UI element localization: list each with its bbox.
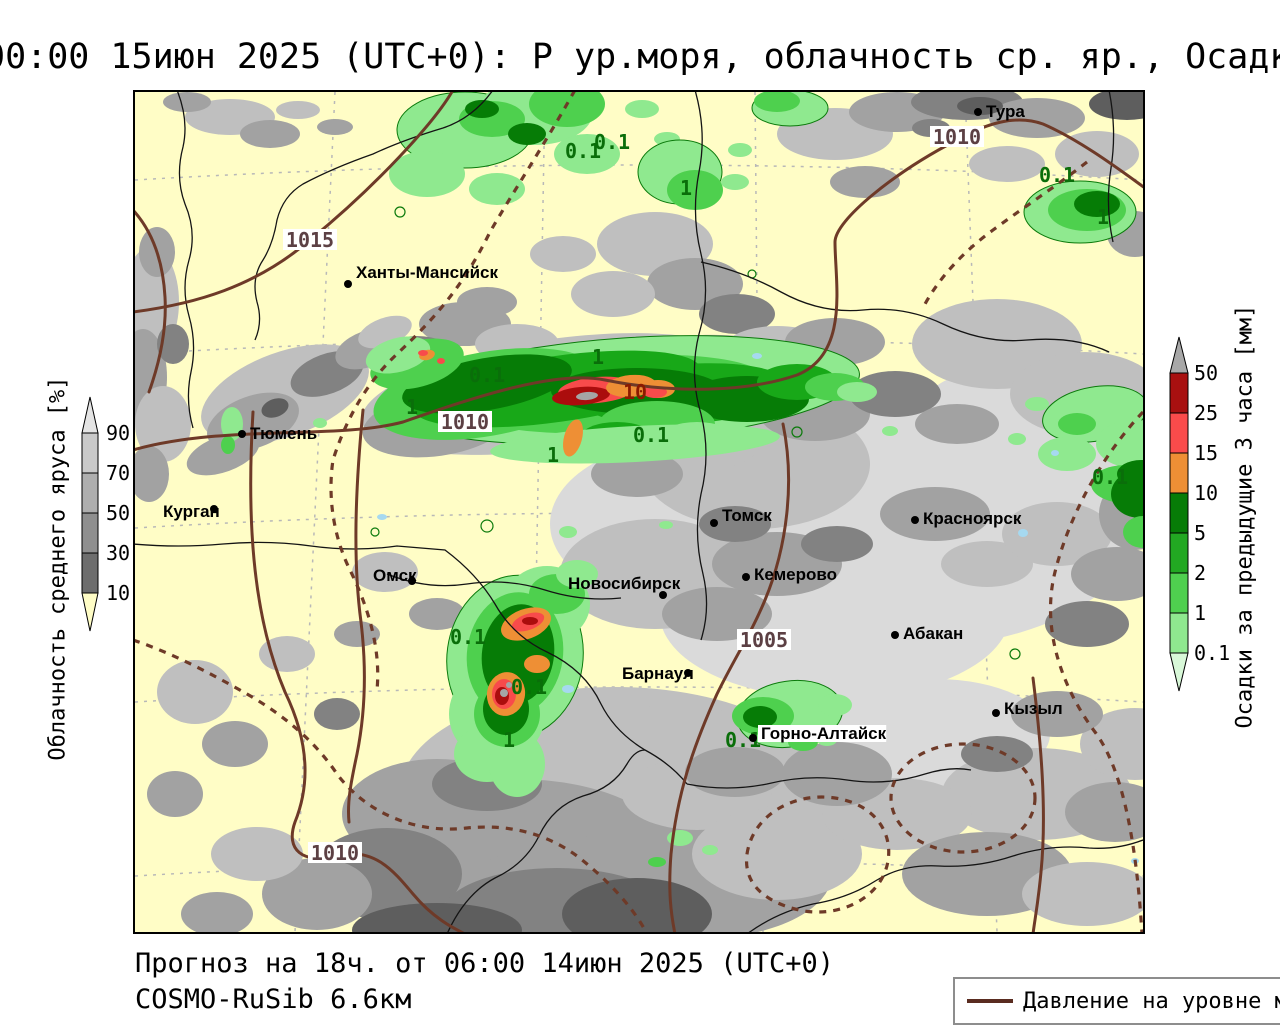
precip-contour-label: 1 xyxy=(680,176,692,200)
cloudbar-tick: 30 xyxy=(106,541,130,565)
cloudbar-segment xyxy=(81,512,99,554)
isobar-label: 1015 xyxy=(286,228,334,252)
precipbar-segment xyxy=(1169,412,1189,454)
city-label: Красноярск xyxy=(923,509,1022,528)
isobar-label: 1010 xyxy=(933,125,981,149)
city-dot xyxy=(911,516,919,524)
isobar-label-box xyxy=(308,842,362,863)
city-dot xyxy=(684,669,692,677)
precipitation-layer xyxy=(221,92,1143,867)
city-label: Томск xyxy=(722,506,772,525)
city-dot xyxy=(238,430,246,438)
isobar-label: 1010 xyxy=(311,841,359,865)
precipbar-tick: 1 xyxy=(1194,601,1206,625)
cloudbar-tick: 90 xyxy=(106,421,130,445)
precipbar-segment xyxy=(1169,372,1189,414)
precip-contour-label: 1 xyxy=(547,443,559,467)
cloudbar-segment xyxy=(81,472,99,514)
city-label: Новосибирск xyxy=(568,574,681,593)
precipbar-tick: 15 xyxy=(1194,441,1218,465)
city-dot xyxy=(710,519,718,527)
precipbar-tick: 2 xyxy=(1194,561,1206,585)
isobar-label-box xyxy=(283,229,337,250)
city-label: Тура xyxy=(986,102,1025,121)
precipbar-segment xyxy=(1169,612,1189,654)
isobar-label: 1010 xyxy=(441,410,489,434)
precipbar-segment xyxy=(1169,492,1189,534)
precip-contour-label: 1 xyxy=(1097,205,1109,229)
precipbar-bottom-arrow xyxy=(1169,652,1189,692)
city-label: Кызыл xyxy=(1004,699,1063,718)
forecast-info-line: Прогноз на 18ч. от 06:00 14июн 2025 (UTC… xyxy=(135,948,834,979)
precip-colorbar: 50 25 15 10 5 2 1 0.1 xyxy=(1169,336,1230,692)
cloudbar-segment xyxy=(81,552,99,594)
cloud-colorbar-title: Облачность среднего яруса [%] xyxy=(45,376,71,761)
city-dot xyxy=(992,709,1000,717)
city-dot xyxy=(974,108,982,116)
precip-contour-label: 0.1 xyxy=(565,139,601,163)
cloudbar-tick: 50 xyxy=(106,501,130,525)
precip-contour-label: 10 xyxy=(623,380,647,404)
city-dot xyxy=(408,577,416,585)
precip-contour-label: 0.1 xyxy=(1092,465,1128,489)
precip-contour-label: 1 xyxy=(592,345,604,369)
city-label: Тюмень xyxy=(250,424,317,443)
precip-contour-label: 0.1 xyxy=(469,363,505,387)
precip-contour-label: 1 xyxy=(503,728,515,752)
city-label: Кемерово xyxy=(754,565,837,584)
page-title: 00:00 15июн 2025 (UTC+0): P ур.моря, обл… xyxy=(0,37,1280,77)
cloudbar-tick: 10 xyxy=(106,581,130,605)
city-label: Омск xyxy=(373,566,417,585)
city-label: Барнаул xyxy=(622,664,694,683)
city-dot xyxy=(749,734,757,742)
map-labels: 101510101010100510100.10.110.1110.11100.… xyxy=(163,102,1128,865)
cloudbar-segment xyxy=(81,432,99,474)
cloudbar-tick: 70 xyxy=(106,461,130,485)
precip-colorbar-title: Осадки за предыдущие 3 часа [мм] xyxy=(1232,304,1258,729)
precipbar-segment xyxy=(1169,532,1189,574)
pressure-legend-label: Давление на уровне моря xyxy=(1023,988,1280,1014)
city-dot xyxy=(659,591,667,599)
precip-contour-label: 1 xyxy=(406,395,418,419)
precip-contour-label: 0.1 xyxy=(1039,163,1075,187)
city-label-box xyxy=(758,725,887,742)
cloudbar-bottom-arrow xyxy=(81,592,99,632)
precip-contour-label: 0.1 xyxy=(511,675,547,699)
precipbar-tick: 5 xyxy=(1194,521,1206,545)
city-dot xyxy=(891,631,899,639)
precip-contour-label: 0.1 xyxy=(450,625,486,649)
precipbar-tick: 10 xyxy=(1194,481,1218,505)
city-label: Курган xyxy=(163,502,220,521)
precip-contour-label: 0.1 xyxy=(594,130,630,154)
isobar-label-box xyxy=(930,126,984,147)
pressure-legend-box: Давление на уровне моря xyxy=(953,977,1280,1025)
weather-map: 101510101010100510100.10.110.1110.11100.… xyxy=(133,90,1145,934)
region-borders xyxy=(135,92,1143,932)
precip-contour-label: 0.1 xyxy=(633,423,669,447)
precipbar-top-arrow xyxy=(1169,336,1189,374)
precipbar-segment xyxy=(1169,572,1189,614)
isobar-lines xyxy=(135,92,1143,932)
city-dot xyxy=(210,505,218,513)
cloud-colorbar: 90 70 50 30 10 xyxy=(81,396,130,632)
isobar-label-box xyxy=(737,629,791,650)
isobar-label: 1005 xyxy=(740,628,788,652)
precipbar-segment xyxy=(1169,452,1189,494)
cloudbar-top-arrow xyxy=(81,396,99,434)
precipbar-tick: 0.1 xyxy=(1194,641,1230,665)
precipbar-tick: 25 xyxy=(1194,401,1218,425)
city-label: Ханты-Мансийск xyxy=(356,263,498,282)
city-dot xyxy=(344,280,352,288)
precipbar-tick: 50 xyxy=(1194,361,1218,385)
city-label: Горно-Алтайск xyxy=(761,724,887,743)
city-dot xyxy=(742,573,750,581)
pressure-line-sample xyxy=(967,999,1013,1003)
isobar-label-box xyxy=(438,411,492,432)
model-info-line: COSMO-RuSib 6.6км xyxy=(135,984,412,1015)
city-label: Абакан xyxy=(903,624,963,643)
